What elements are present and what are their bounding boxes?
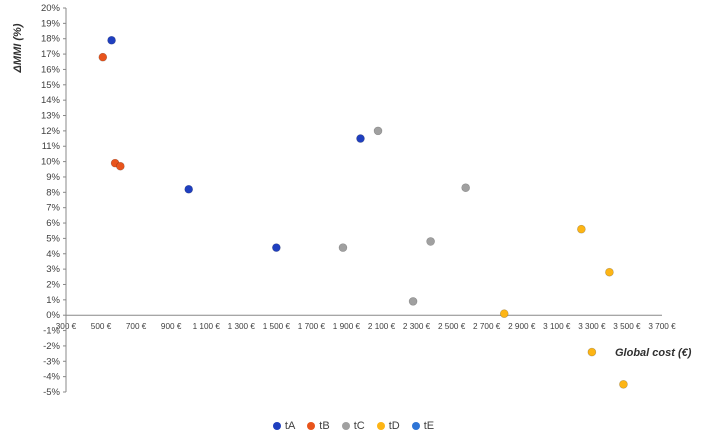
data-point-tA — [356, 134, 365, 143]
x-tick-label: 1 300 € — [228, 322, 256, 331]
x-tick-label: 1 700 € — [298, 322, 326, 331]
y-tick-label: -4% — [43, 372, 60, 383]
y-tick-label: 11% — [42, 141, 61, 152]
x-tick-label: 2 300 € — [403, 322, 431, 331]
legend-marker — [307, 422, 316, 430]
y-tick-label: 20% — [41, 3, 61, 14]
x-tick-label: 3 300 € — [578, 322, 606, 331]
y-tick-label: 7% — [46, 203, 60, 214]
x-tick-label: 2 500 € — [438, 322, 466, 331]
x-tick-label: 3 700 € — [648, 322, 676, 331]
legend-item-tC: tC — [341, 420, 365, 432]
legend-item-tD: tD — [376, 420, 400, 432]
legend-marker — [341, 422, 350, 430]
x-tick-label: 2 100 € — [368, 322, 396, 331]
legend-marker — [272, 422, 281, 430]
y-tick-label: 1% — [46, 295, 60, 306]
data-point-tB — [116, 161, 125, 171]
y-tick-label: 15% — [41, 80, 61, 91]
chart-legend: tA tB tC tD tE — [0, 416, 707, 436]
y-tick-label: 4% — [46, 249, 60, 260]
y-tick-label: 6% — [46, 218, 60, 229]
y-tick-label: 13% — [41, 111, 61, 122]
x-axis-title: Global cost (€) — [615, 347, 692, 359]
y-axis-ticks: -5% -4% -3% -2% -1% 0% 1% 2% 3% 4% 5% 6% 7% 8% 9% 10% 11… — [41, 3, 66, 398]
x-tick-label: 2 900 € — [508, 322, 536, 331]
y-tick-label: 10% — [41, 157, 61, 168]
legend-item-tB: tB — [307, 420, 330, 432]
legend-label: tC — [353, 420, 365, 432]
data-point-tA — [107, 35, 116, 45]
y-tick-label: -3% — [43, 356, 60, 367]
legend-label: tD — [388, 420, 400, 432]
data-point-tD — [499, 309, 509, 318]
x-tick-label: 3 500 € — [613, 322, 641, 331]
y-axis-title: ΔMMI (%) — [12, 23, 24, 73]
data-point-tC — [426, 237, 435, 246]
data-point-tA — [184, 184, 194, 194]
legend-marker — [411, 422, 420, 430]
x-tick-label: 1 100 € — [193, 322, 221, 331]
legend-item-tA: tA — [272, 420, 296, 432]
legend-item-tE: tE — [411, 420, 435, 432]
x-axis-ticks: 300 €500 €700 €900 €1 100 €1 300 €1 500 … — [56, 322, 676, 331]
x-tick-label: 1 900 € — [333, 322, 361, 331]
y-tick-label: 9% — [46, 172, 60, 183]
y-tick-label: 3% — [46, 264, 60, 275]
data-point-tC — [373, 126, 383, 136]
y-tick-label: 17% — [41, 49, 61, 60]
y-tick-label: 18% — [41, 34, 61, 45]
x-tick-label: 3 100 € — [543, 322, 571, 331]
y-tick-label: 0% — [46, 310, 60, 321]
data-point-tD — [605, 267, 614, 277]
data-point-tA — [272, 243, 281, 252]
data-point-tB — [98, 52, 108, 62]
data-points — [98, 35, 628, 389]
y-tick-label: 19% — [41, 18, 61, 29]
data-point-tC — [408, 297, 418, 306]
data-point-tD — [577, 224, 586, 234]
x-tick-label: 700 € — [126, 322, 147, 331]
x-tick-label: 1 500 € — [263, 322, 291, 331]
data-point-tC — [461, 183, 470, 193]
data-point-tD — [587, 347, 597, 357]
legend-label: tE — [423, 420, 435, 432]
y-tick-label: 5% — [46, 233, 60, 244]
legend-label: tA — [284, 420, 296, 432]
data-point-tD — [619, 380, 628, 389]
y-tick-label: 8% — [46, 187, 60, 198]
legend-label: tB — [319, 420, 330, 432]
y-tick-label: 12% — [41, 126, 61, 137]
x-tick-label: 2 700 € — [473, 322, 501, 331]
y-tick-label: -5% — [43, 387, 60, 398]
x-tick-label: 500 € — [91, 322, 112, 331]
y-tick-label: -1% — [43, 326, 60, 337]
y-tick-label: 16% — [41, 64, 61, 75]
y-tick-label: 2% — [46, 279, 60, 290]
legend-marker — [376, 422, 385, 430]
y-tick-label: 14% — [41, 95, 61, 106]
data-point-tC — [338, 243, 348, 252]
x-tick-label: 900 € — [161, 322, 182, 331]
y-tick-label: -2% — [43, 341, 60, 352]
